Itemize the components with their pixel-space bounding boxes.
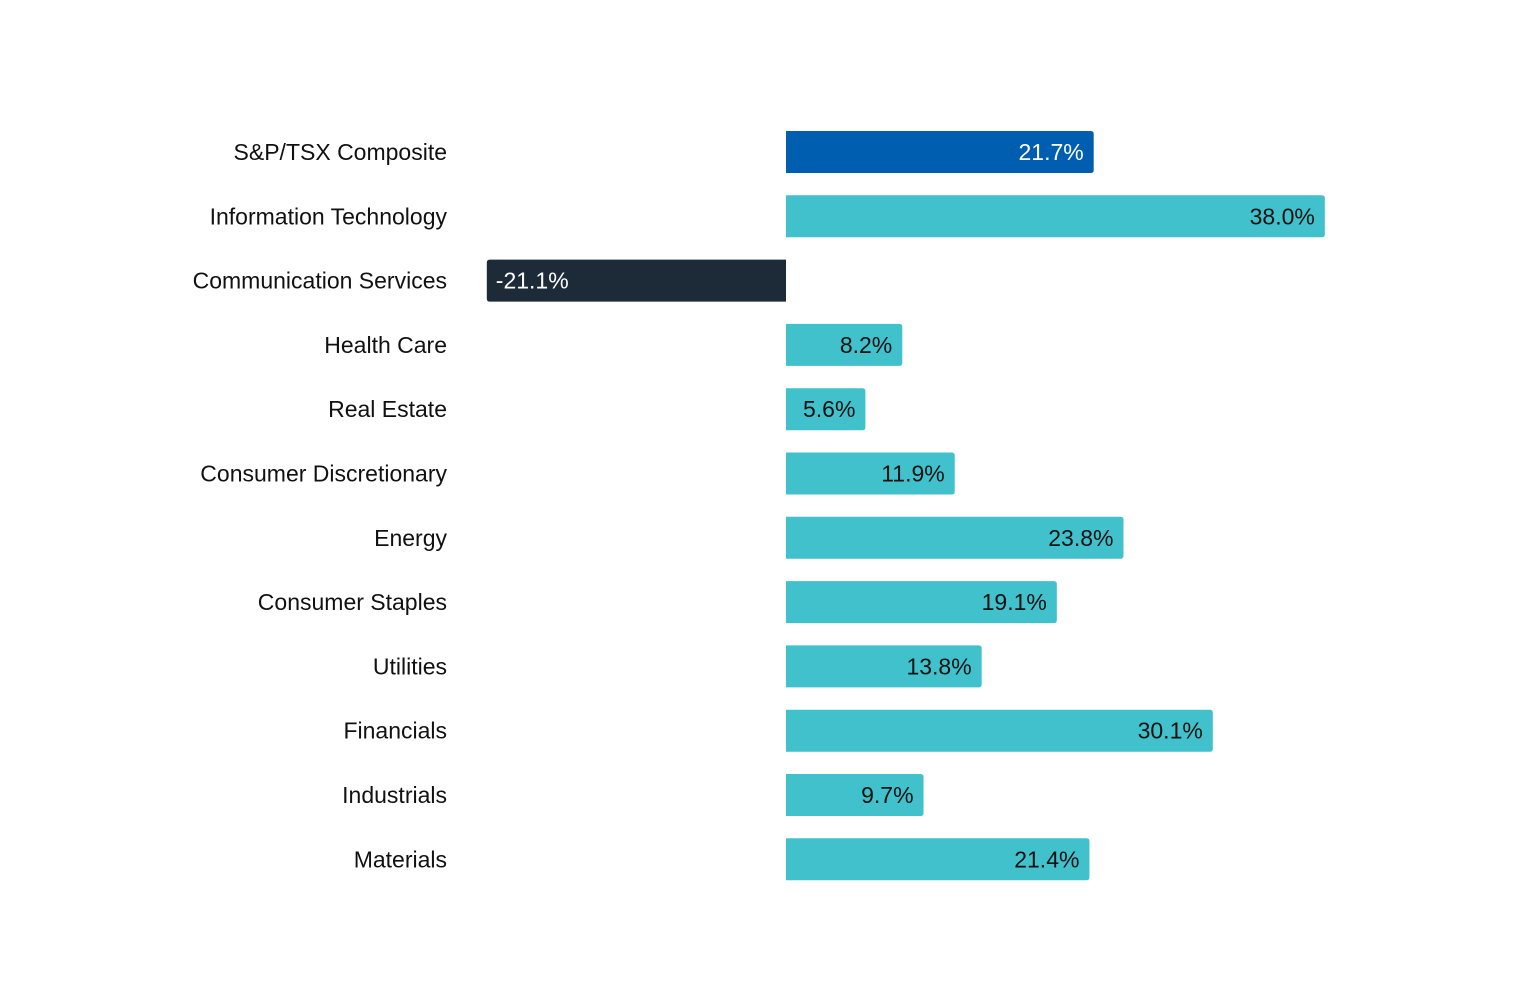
value-label-materials: 21.4% <box>1014 846 1079 872</box>
bar-utilities <box>786 645 982 688</box>
category-label-utilities: Utilities <box>373 653 447 679</box>
value-label-sandp-tsx-composite: 21.7% <box>1018 139 1083 165</box>
value-label-energy: 23.8% <box>1048 525 1113 551</box>
value-label-consumer-discretionary: 11.9% <box>881 461 945 487</box>
bar-sandp-tsx-composite <box>786 131 1094 173</box>
bar-health-care <box>786 323 903 366</box>
bar-consumer-discretionary <box>786 452 955 495</box>
value-label-financials: 30.1% <box>1138 718 1203 744</box>
bar-communication-services <box>486 259 786 302</box>
value-label-utilities: 13.8% <box>906 653 971 679</box>
bar-energy <box>786 516 1124 559</box>
value-label-real-estate: 5.6% <box>803 396 855 422</box>
value-label-consumer-staples: 19.1% <box>982 589 1047 615</box>
category-label-financials: Financials <box>343 718 447 744</box>
bar-materials <box>786 838 1090 881</box>
category-label-real-estate: Real Estate <box>328 396 447 422</box>
category-label-sandp-tsx-composite: S&P/TSX Composite <box>234 139 447 165</box>
category-label-materials: Materials <box>354 846 447 872</box>
category-label-consumer-discretionary: Consumer Discretionary <box>200 461 447 487</box>
category-label-communication-services: Communication Services <box>193 268 447 294</box>
labels-layer: S&P/TSX Composite 21.7% Information Techno… <box>193 139 1315 872</box>
category-label-industrials: Industrials <box>342 782 447 808</box>
value-label-health-care: 8.2% <box>840 332 892 358</box>
bar-industrials <box>786 774 924 816</box>
bar-financials <box>786 709 1213 752</box>
category-label-health-care: Health Care <box>324 332 447 358</box>
bar-real-estate <box>786 388 866 431</box>
category-label-consumer-staples: Consumer Staples <box>258 589 447 615</box>
bar-consumer-staples <box>786 581 1057 624</box>
category-label-energy: Energy <box>374 525 447 551</box>
bars-layer <box>486 131 1325 881</box>
bar-information-technology <box>786 195 1325 238</box>
value-label-communication-services: -21.1% <box>496 268 569 294</box>
category-label-information-technology: Information Technology <box>210 203 448 229</box>
value-label-industrials: 9.7% <box>861 782 913 808</box>
value-label-information-technology: 38.0% <box>1250 203 1315 229</box>
